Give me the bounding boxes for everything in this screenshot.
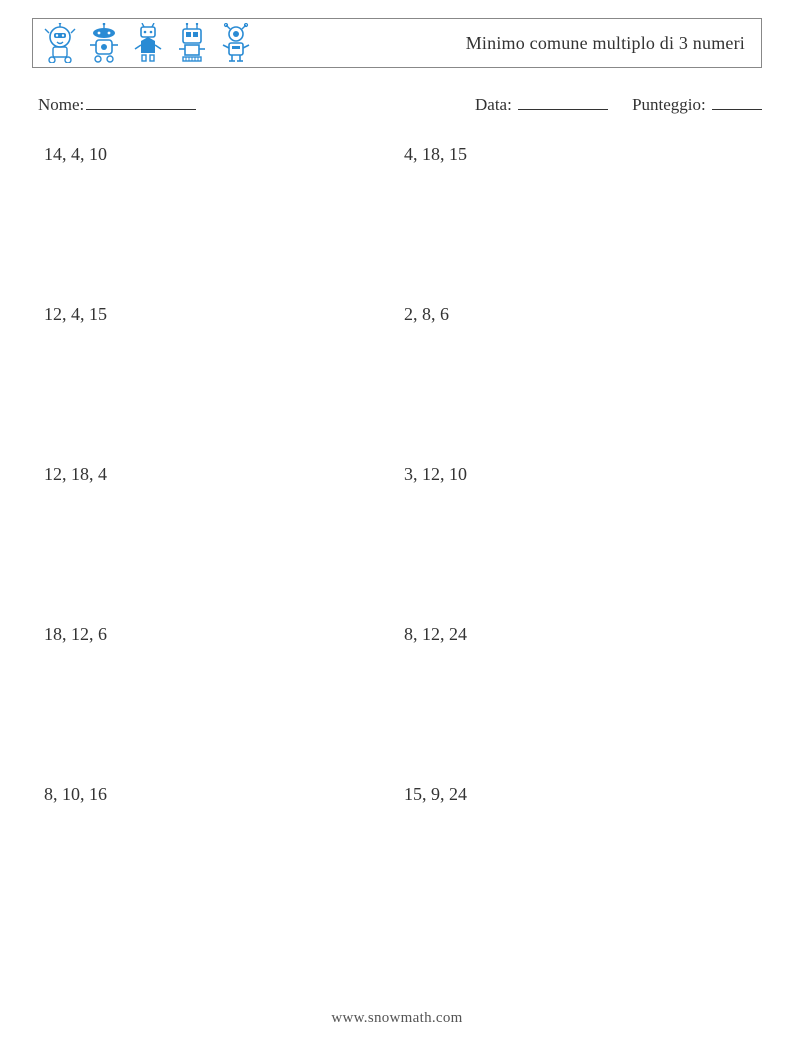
name-blank[interactable] bbox=[86, 92, 196, 110]
header-box: Minimo comune multiplo di 3 numeri bbox=[32, 18, 762, 68]
problems-grid: 14, 4, 10 4, 18, 15 12, 4, 15 2, 8, 6 12… bbox=[44, 140, 764, 940]
problem-cell: 12, 18, 4 bbox=[44, 460, 404, 620]
problem-cell: 2, 8, 6 bbox=[404, 300, 764, 460]
robot-icon-3 bbox=[131, 23, 165, 63]
date-blank[interactable] bbox=[518, 92, 608, 110]
score-field: Punteggio: bbox=[632, 92, 762, 115]
robot-icon-4 bbox=[175, 23, 209, 63]
info-row: Nome: Data: Punteggio: bbox=[38, 92, 762, 115]
robot-icon-row bbox=[43, 23, 253, 63]
problem-row: 8, 10, 16 15, 9, 24 bbox=[44, 780, 764, 940]
robot-icon-2 bbox=[87, 23, 121, 63]
problem-row: 14, 4, 10 4, 18, 15 bbox=[44, 140, 764, 300]
score-label: Punteggio: bbox=[632, 95, 706, 114]
name-label: Nome: bbox=[38, 95, 84, 115]
footer-link: www.snowmath.com bbox=[0, 1010, 794, 1027]
worksheet-page: Minimo comune multiplo di 3 numeri Nome:… bbox=[0, 0, 794, 1053]
robot-icon-5 bbox=[219, 23, 253, 63]
name-field: Nome: bbox=[38, 92, 196, 115]
score-blank[interactable] bbox=[712, 92, 762, 110]
problem-cell: 15, 9, 24 bbox=[404, 780, 764, 940]
robot-icon-1 bbox=[43, 23, 77, 63]
worksheet-title: Minimo comune multiplo di 3 numeri bbox=[466, 33, 745, 54]
date-label: Data: bbox=[475, 95, 512, 114]
problem-cell: 14, 4, 10 bbox=[44, 140, 404, 300]
problem-cell: 4, 18, 15 bbox=[404, 140, 764, 300]
problem-cell: 3, 12, 10 bbox=[404, 460, 764, 620]
date-field: Data: bbox=[475, 92, 608, 115]
problem-row: 12, 18, 4 3, 12, 10 bbox=[44, 460, 764, 620]
problem-cell: 18, 12, 6 bbox=[44, 620, 404, 780]
problem-cell: 12, 4, 15 bbox=[44, 300, 404, 460]
problem-cell: 8, 12, 24 bbox=[404, 620, 764, 780]
problem-row: 12, 4, 15 2, 8, 6 bbox=[44, 300, 764, 460]
problem-row: 18, 12, 6 8, 12, 24 bbox=[44, 620, 764, 780]
problem-cell: 8, 10, 16 bbox=[44, 780, 404, 940]
